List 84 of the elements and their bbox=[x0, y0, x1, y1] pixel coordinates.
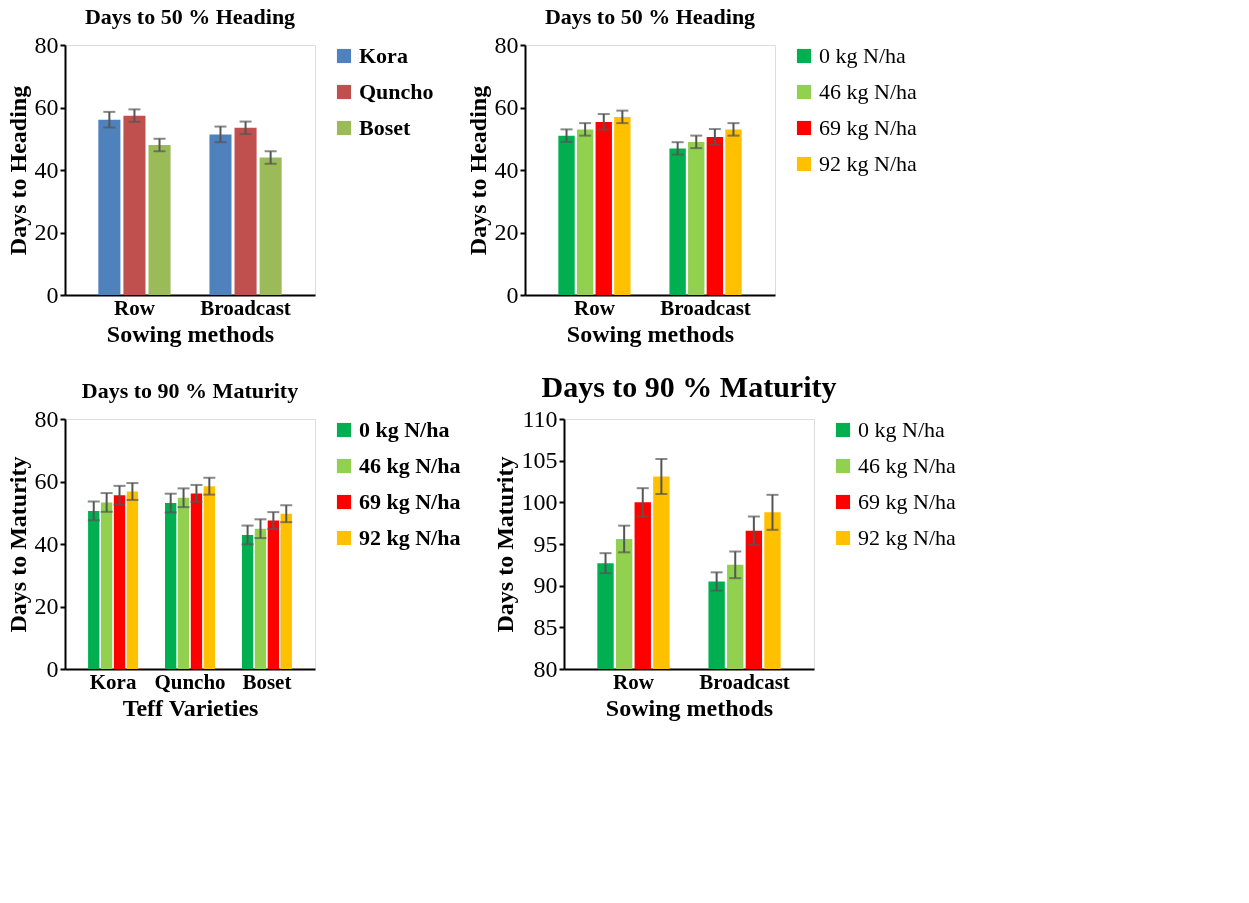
x-axis-title: Sowing methods bbox=[106, 320, 275, 347]
y-tick-label: 40 bbox=[494, 156, 519, 183]
x-tick-label: Broadcast bbox=[660, 295, 751, 320]
legend-label: 92 kg N/ha bbox=[858, 525, 956, 550]
bar bbox=[148, 145, 171, 295]
bar bbox=[177, 497, 190, 669]
y-tick-label: 80 bbox=[533, 655, 558, 682]
x-axis-title: Teff Varieties bbox=[122, 694, 259, 721]
legend-label: 92 kg N/ha bbox=[359, 525, 461, 550]
bar bbox=[100, 502, 113, 669]
bar bbox=[267, 520, 280, 669]
x-tick-label: Row bbox=[574, 295, 616, 320]
bar bbox=[688, 141, 705, 295]
x-axis-title: Sowing methods bbox=[566, 320, 735, 347]
y-tick-label: 95 bbox=[533, 530, 558, 557]
y-tick-label: 110 bbox=[522, 405, 558, 432]
legend-label: 92 kg N/ha bbox=[819, 151, 917, 176]
legend-label: Kora bbox=[359, 43, 408, 68]
y-tick-label: 60 bbox=[494, 94, 519, 120]
bar bbox=[558, 135, 575, 295]
bar bbox=[209, 134, 232, 295]
y-tick-label: 0 bbox=[506, 281, 519, 308]
legend-label: 69 kg N/ha bbox=[858, 489, 956, 514]
legend-label: 69 kg N/ha bbox=[359, 489, 461, 514]
bar bbox=[234, 127, 257, 295]
legend-label: 46 kg N/ha bbox=[858, 453, 956, 478]
y-tick-label: 20 bbox=[34, 593, 59, 619]
bar bbox=[259, 157, 282, 295]
bar bbox=[595, 121, 612, 295]
legend-label: Boset bbox=[359, 115, 411, 140]
x-tick-label: Boset bbox=[242, 669, 292, 694]
y-tick-label: 40 bbox=[34, 156, 59, 183]
y-axis-title: Days to Maturity bbox=[491, 456, 518, 633]
x-axis-title: Sowing methods bbox=[605, 694, 774, 721]
legend-label: 0 kg N/ha bbox=[858, 417, 945, 442]
bar bbox=[576, 129, 594, 295]
y-tick-label: 105 bbox=[521, 447, 558, 474]
y-tick-label: 60 bbox=[34, 468, 59, 494]
y-tick-label: 80 bbox=[494, 31, 519, 58]
chart-title: Days to 90 % Maturity bbox=[81, 378, 299, 403]
chart-title: Days to 50 % Heading bbox=[544, 4, 756, 29]
y-axis-title: Days to Heading bbox=[464, 85, 491, 256]
y-tick-label: 0 bbox=[46, 655, 59, 682]
bar bbox=[725, 129, 742, 295]
x-tick-label: Kora bbox=[89, 669, 137, 694]
bar bbox=[241, 534, 254, 669]
chart-title: Days to 90 % Maturity bbox=[541, 370, 837, 403]
x-tick-label: Row bbox=[613, 669, 655, 694]
y-tick-label: 40 bbox=[34, 530, 59, 557]
bar bbox=[254, 528, 267, 669]
y-tick-label: 60 bbox=[34, 94, 59, 120]
y-tick-label: 80 bbox=[34, 405, 59, 432]
y-tick-label: 20 bbox=[494, 219, 519, 245]
bar bbox=[165, 503, 177, 669]
bar bbox=[98, 119, 121, 295]
legend-label: 0 kg N/ha bbox=[819, 43, 906, 68]
y-axis-title: Days to Maturity bbox=[4, 456, 31, 633]
bar bbox=[126, 491, 139, 669]
y-tick-label: 20 bbox=[34, 219, 59, 245]
bar bbox=[123, 115, 146, 295]
x-tick-label: Row bbox=[114, 295, 156, 320]
x-tick-label: Broadcast bbox=[699, 669, 790, 694]
y-tick-label: 0 bbox=[46, 281, 59, 308]
bar bbox=[669, 148, 686, 295]
x-tick-label: Broadcast bbox=[200, 295, 291, 320]
bar bbox=[614, 116, 631, 295]
legend-label: 46 kg N/ha bbox=[819, 79, 917, 104]
legend-label: 0 kg N/ha bbox=[359, 417, 450, 442]
y-tick-label: 80 bbox=[34, 31, 59, 58]
y-axis-title: Days to Heading bbox=[4, 85, 31, 256]
legend-label: 69 kg N/ha bbox=[819, 115, 917, 140]
legend-label: Quncho bbox=[359, 79, 434, 104]
bar bbox=[88, 510, 100, 669]
bar bbox=[706, 136, 724, 295]
y-tick-label: 90 bbox=[533, 572, 558, 599]
bar bbox=[203, 486, 215, 669]
chart-title: Days to 50 % Heading bbox=[84, 4, 296, 29]
y-tick-label: 85 bbox=[533, 613, 558, 640]
bar bbox=[190, 493, 203, 669]
bar bbox=[113, 495, 126, 669]
bar bbox=[280, 513, 292, 669]
y-tick-label: 100 bbox=[521, 488, 558, 515]
x-tick-label: Quncho bbox=[154, 669, 226, 694]
legend-label: 46 kg N/ha bbox=[359, 453, 461, 478]
